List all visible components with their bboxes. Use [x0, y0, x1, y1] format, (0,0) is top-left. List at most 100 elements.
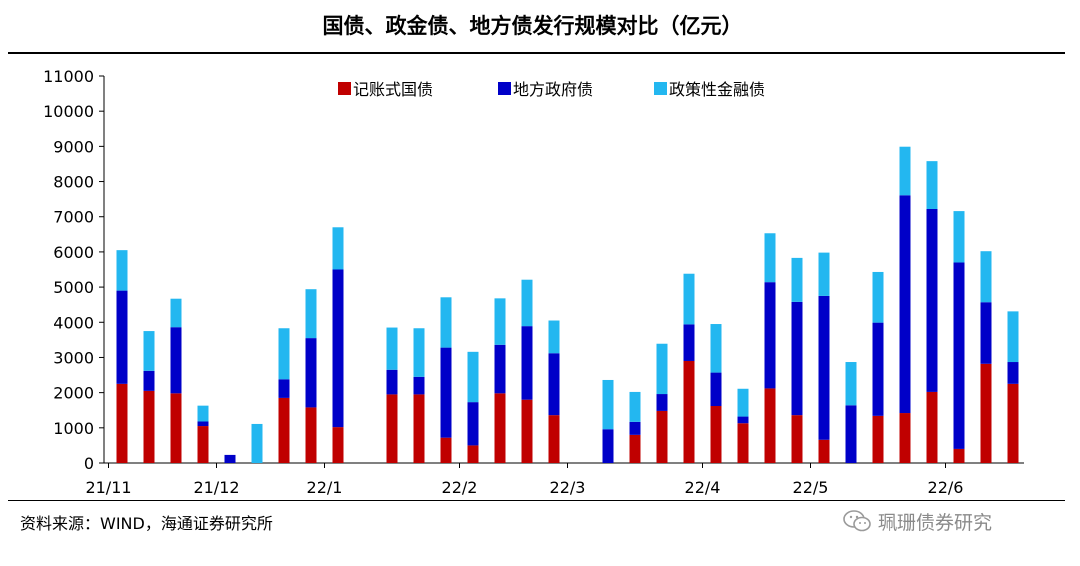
bar-segment-policy-bank	[791, 257, 803, 302]
bar-segment-policy-bank	[764, 233, 776, 283]
bar-segment-local-gov	[332, 269, 344, 428]
bar-segment-treasury	[494, 393, 506, 463]
bar-segment-treasury	[467, 445, 479, 463]
bar-segment-treasury	[332, 427, 344, 463]
x-tick-label: 22/2	[442, 478, 478, 497]
bar-segment-policy-bank	[278, 328, 290, 380]
bar-segment-local-gov	[305, 338, 317, 408]
bar-segment-treasury	[791, 415, 803, 463]
bar-segment-local-gov	[926, 208, 938, 392]
bar-segment-policy-bank	[521, 279, 533, 327]
bar-segment-policy-bank	[683, 273, 695, 325]
bar-segment-policy-bank	[980, 251, 992, 303]
bar-segment-treasury	[737, 423, 749, 463]
bar-segment-policy-bank	[953, 211, 965, 263]
bar-segment-policy-bank	[845, 362, 857, 406]
y-tick-label: 5000	[53, 278, 94, 297]
y-tick-label: 0	[84, 454, 94, 473]
bar-segment-treasury	[521, 399, 533, 463]
bar-segment-local-gov	[764, 282, 776, 389]
bar-segment-policy-bank	[1007, 311, 1019, 363]
bar-segment-policy-bank	[197, 405, 209, 422]
bar-segment-local-gov	[548, 353, 560, 416]
bar-segment-policy-bank	[332, 227, 344, 270]
bar-segment-local-gov	[710, 372, 722, 407]
bars	[116, 146, 1019, 463]
axes: 0 1000 2000 3000 4000 5000 6000 7000 8000 9000 100…	[43, 67, 1024, 497]
bar-segment-policy-bank	[467, 351, 479, 403]
bar-segment-local-gov	[818, 295, 830, 440]
y-tick-label: 7000	[53, 208, 94, 227]
footer-rule	[8, 500, 1065, 501]
x-tick-label: 22/5	[793, 478, 829, 497]
bar-segment-local-gov	[953, 262, 965, 449]
y-tick-label: 3000	[53, 348, 94, 367]
bar-segment-policy-bank	[926, 161, 938, 209]
bar-segment-local-gov	[197, 421, 209, 427]
wechat-icon	[843, 510, 871, 532]
title-rule	[8, 52, 1065, 54]
bar-segment-treasury	[278, 397, 290, 463]
bar-segment-local-gov	[467, 402, 479, 446]
x-tick-label: 21/11	[85, 478, 131, 497]
bar-segment-local-gov	[143, 370, 155, 391]
bar-segment-local-gov	[278, 379, 290, 398]
legend-label: 政策性金融债	[669, 80, 765, 99]
bar-segment-policy-bank	[170, 298, 182, 328]
bar-segment-treasury	[710, 406, 722, 463]
bar-segment-policy-bank	[818, 252, 830, 296]
bar-segment-treasury	[818, 439, 830, 463]
bar-segment-local-gov	[845, 405, 857, 463]
source-note: 资料来源：WIND，海通证券研究所	[20, 514, 273, 533]
y-tick-label: 9000	[53, 137, 94, 156]
bar-segment-treasury	[953, 448, 965, 463]
bar-segment-policy-bank	[656, 343, 668, 395]
bar-segment-policy-bank	[710, 324, 722, 373]
x-tick-label: 22/4	[685, 478, 721, 497]
chart-title: 国债、政金债、地方债发行规模对比（亿元）	[322, 13, 743, 38]
bar-segment-treasury	[440, 437, 452, 463]
bar-segment-policy-bank	[548, 320, 560, 354]
bar-segment-policy-bank	[872, 271, 884, 323]
bar-segment-treasury	[683, 360, 695, 463]
bar-segment-local-gov	[602, 429, 614, 463]
bar-segment-treasury	[1007, 383, 1019, 463]
bar-segment-local-gov	[440, 347, 452, 438]
y-tick-label: 10000	[43, 102, 94, 121]
y-tick-label: 4000	[53, 313, 94, 332]
bar-segment-policy-bank	[494, 298, 506, 345]
legend-label: 记账式国债	[353, 80, 433, 99]
bar-segment-local-gov	[494, 344, 506, 394]
bar-segment-treasury	[386, 394, 398, 463]
y-tick-label: 1000	[53, 419, 94, 438]
bar-segment-local-gov	[872, 322, 884, 416]
bar-segment-treasury	[548, 415, 560, 463]
watermark: 珮珊债券研究	[842, 506, 992, 536]
bar-segment-local-gov	[683, 324, 695, 361]
legend-swatch	[498, 82, 511, 95]
y-tick-label: 6000	[53, 243, 94, 262]
bar-segment-treasury	[899, 413, 911, 463]
bar-segment-policy-bank	[116, 250, 128, 291]
bar-segment-policy-bank	[143, 331, 155, 371]
x-tick-label: 22/3	[550, 478, 586, 497]
bar-segment-local-gov	[116, 290, 128, 384]
bar-segment-treasury	[764, 388, 776, 463]
bar-segment-policy-bank	[251, 423, 263, 463]
bar-segment-treasury	[980, 363, 992, 463]
bar-segment-policy-bank	[386, 327, 398, 370]
bar-segment-policy-bank	[629, 391, 641, 422]
bar-segment-treasury	[656, 410, 668, 463]
chart: 0 1000 2000 3000 4000 5000 6000 7000 8000 9000 100…	[43, 67, 1024, 497]
bar-segment-local-gov	[899, 195, 911, 414]
bar-segment-local-gov	[386, 369, 398, 395]
bar-segment-local-gov	[170, 327, 182, 394]
bar-segment-policy-bank	[899, 146, 911, 196]
bar-segment-treasury	[116, 383, 128, 463]
x-tick-label: 21/12	[193, 478, 239, 497]
legend: 记账式国债 地方政府债 政策性金融债	[338, 80, 765, 99]
bar-segment-local-gov	[737, 416, 749, 424]
x-tick-label: 22/6	[928, 478, 964, 497]
bar-segment-policy-bank	[602, 379, 614, 430]
bar-segment-policy-bank	[440, 297, 452, 348]
